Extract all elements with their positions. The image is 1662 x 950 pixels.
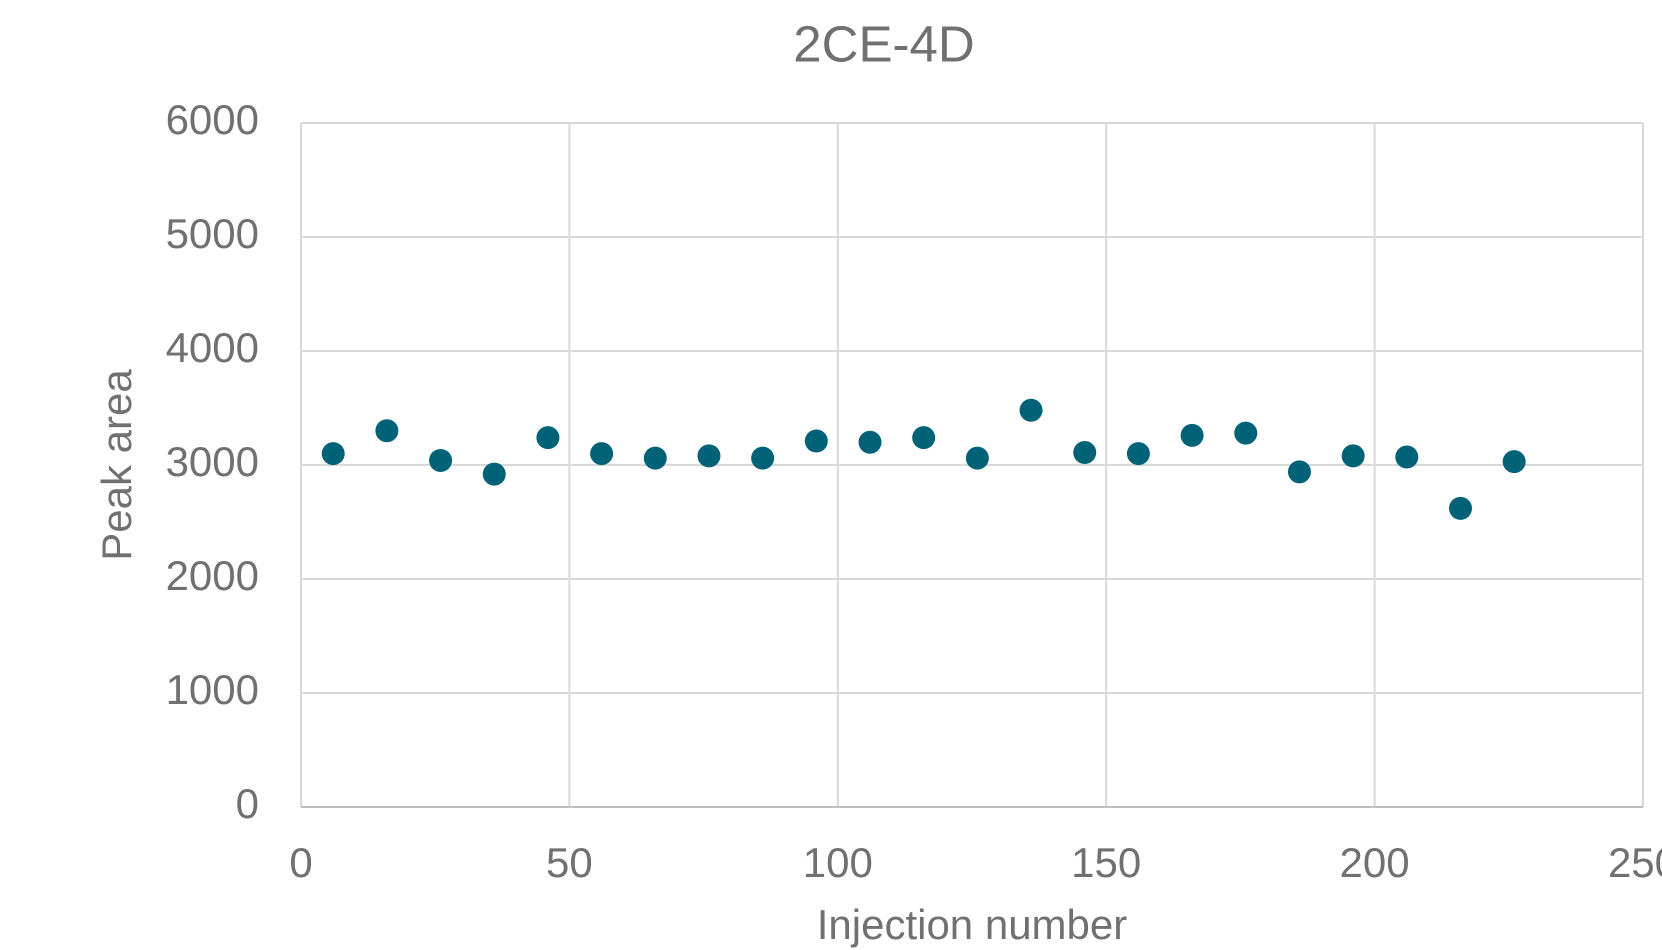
y-tick-label: 6000 bbox=[166, 96, 259, 143]
y-tick-label: 0 bbox=[236, 780, 259, 827]
point bbox=[1448, 496, 1472, 520]
x-tick-label: 150 bbox=[1071, 839, 1141, 886]
point bbox=[590, 442, 614, 466]
point bbox=[429, 448, 453, 472]
point bbox=[1395, 445, 1419, 469]
point bbox=[697, 444, 721, 468]
point bbox=[643, 446, 667, 470]
x-tick-label: 0 bbox=[289, 839, 312, 886]
point bbox=[1502, 450, 1526, 474]
point bbox=[1180, 423, 1204, 447]
x-tick-label: 250 bbox=[1608, 839, 1662, 886]
point bbox=[1234, 421, 1258, 445]
point bbox=[482, 462, 506, 486]
point bbox=[321, 442, 345, 466]
point bbox=[1073, 440, 1097, 464]
y-tick-label: 3000 bbox=[166, 438, 259, 485]
point bbox=[375, 419, 399, 443]
point bbox=[1019, 398, 1043, 422]
point bbox=[536, 426, 560, 450]
y-axis-title: Peak area bbox=[93, 369, 140, 561]
point bbox=[804, 429, 828, 453]
y-tick-label: 1000 bbox=[166, 666, 259, 713]
point bbox=[965, 446, 989, 470]
y-tick-label: 5000 bbox=[166, 210, 259, 257]
point bbox=[1287, 460, 1311, 484]
y-tick-label: 4000 bbox=[166, 324, 259, 371]
x-tick-label: 200 bbox=[1340, 839, 1410, 886]
point bbox=[751, 446, 775, 470]
x-tick-label: 100 bbox=[803, 839, 873, 886]
point bbox=[858, 430, 882, 454]
chart-title: 2CE-4D bbox=[793, 15, 974, 72]
point bbox=[912, 426, 936, 450]
y-tick-label: 2000 bbox=[166, 552, 259, 599]
x-axis-title: Injection number bbox=[817, 901, 1128, 948]
x-tick-label: 50 bbox=[546, 839, 593, 886]
point bbox=[1126, 442, 1150, 466]
point bbox=[1341, 444, 1365, 468]
